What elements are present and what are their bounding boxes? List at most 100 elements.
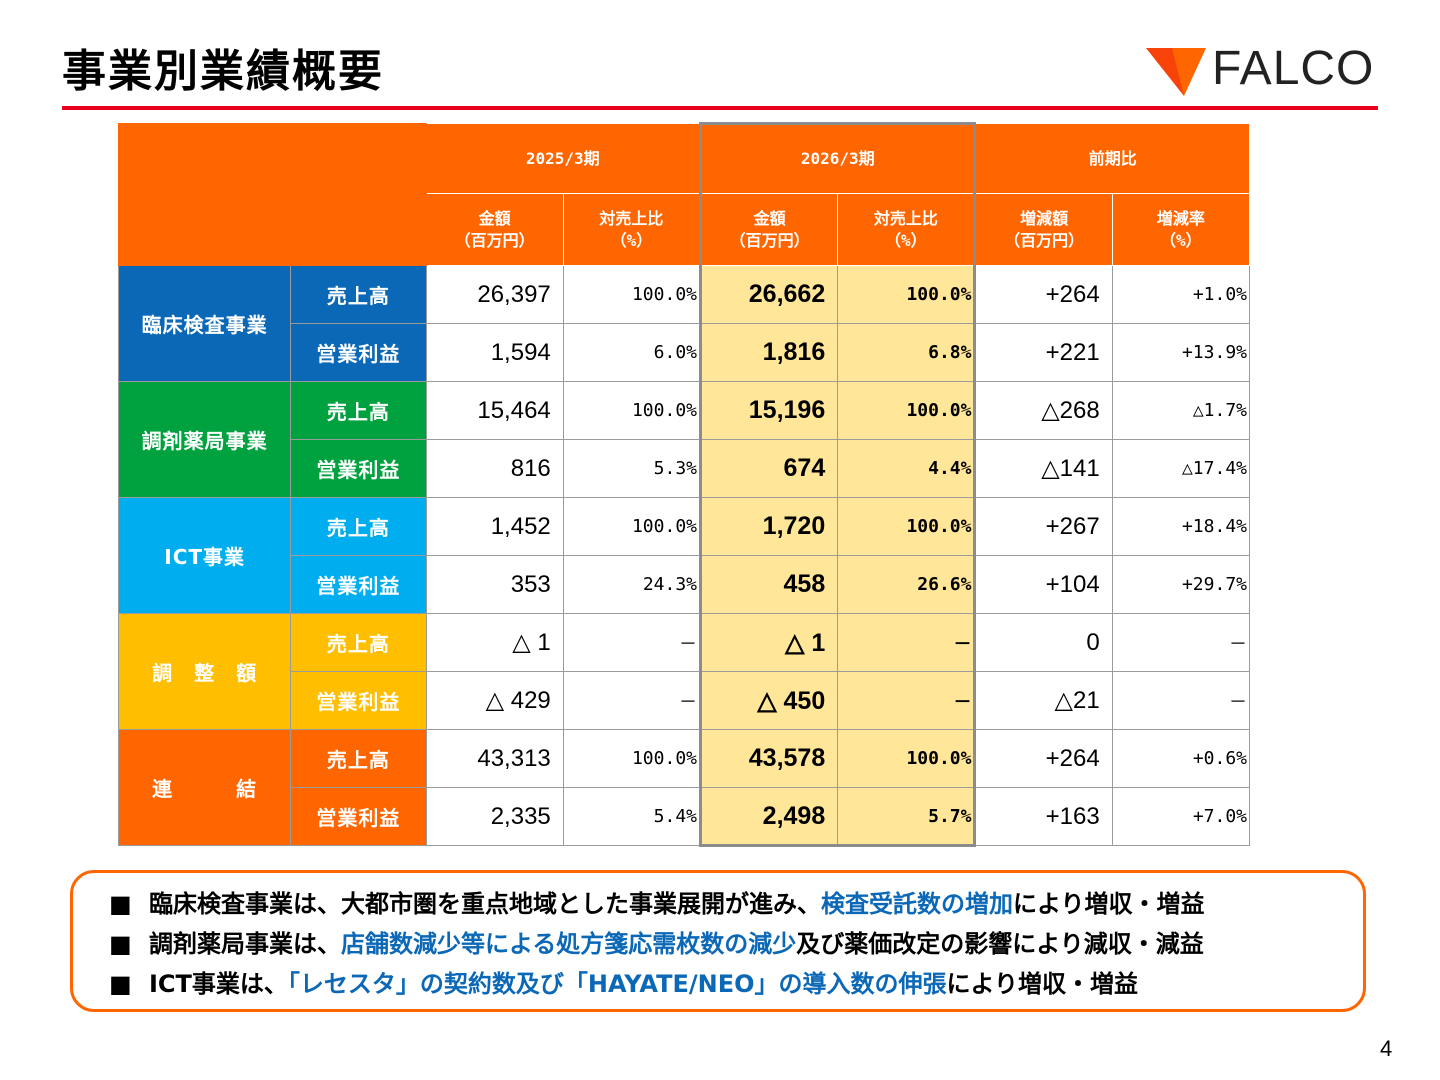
ratio-2025: －	[562, 671, 702, 730]
header-unit: （百万円）	[1004, 230, 1085, 250]
amount-2025: 353	[425, 555, 564, 614]
ratio-2025: 100.0%	[562, 381, 702, 440]
header-period-2026: 2026/3期	[698, 122, 977, 194]
ratio-2025: 100.0%	[562, 729, 702, 788]
change-amount: +267	[974, 497, 1113, 556]
header-unit: （百万円）	[454, 230, 535, 250]
summary-text: により増収・増益	[946, 970, 1139, 998]
ratio-2026: 4.4%	[837, 439, 977, 498]
ratio-2026: －	[837, 613, 977, 672]
summary-line: ■ 臨床検査事業は、大都市圏を重点地域とした事業展開が進み、検査受託数の増加により…	[109, 887, 1205, 921]
change-amount: +264	[974, 729, 1113, 788]
summary-text: 臨床検査事業は、大都市圏を重点地域とした事業展開が進み、	[149, 890, 821, 918]
amount-2025: △ 429	[425, 671, 564, 730]
summary-text: 及び薬価改定の影響により減収・減益	[796, 930, 1204, 958]
row-item-label: 営業利益	[290, 439, 427, 498]
change-amount: +104	[974, 555, 1113, 614]
row-item-label: 営業利益	[290, 555, 427, 614]
table-row: ICT事業 売上高 1,452 100.0% 1,720 100.0% +267 +18.4%	[117, 497, 1251, 614]
ratio-2026: 6.8%	[837, 323, 977, 382]
summary-box: ■ 臨床検査事業は、大都市圏を重点地域とした事業展開が進み、検査受託数の増加により…	[70, 870, 1366, 1012]
table-row: 臨床検査事業 売上高 26,397 100.0% 26,662 100.0% +264 +1.…	[117, 265, 1251, 382]
falco-logo: FALCO	[1144, 44, 1373, 100]
amount-2026: △ 450	[698, 671, 839, 730]
amount-2025: 43,313	[425, 729, 564, 788]
ratio-2026: 100.0%	[837, 497, 977, 556]
amount-2026: 15,196	[698, 381, 839, 440]
bullet-square-icon: ■	[109, 970, 132, 998]
summary-highlight: 店舗数減少等による処方箋応需枚数の減少	[341, 930, 797, 958]
header-unit: （%）	[1160, 230, 1202, 250]
amount-2025: 1,594	[425, 323, 564, 382]
ratio-2026: 100.0%	[837, 265, 977, 324]
amount-2025: 2,335	[425, 787, 564, 846]
header-unit: （%）	[610, 230, 653, 250]
amount-2026: 2,498	[698, 787, 839, 847]
ratio-2026: 100.0%	[837, 729, 977, 788]
summary-line: ■ ICT事業は、「レセスタ」の契約数及び「HAYATE/NEO」の導入数の伸張に…	[109, 967, 1138, 1001]
change-amount: +264	[974, 265, 1113, 324]
header-label: 金額	[753, 208, 786, 228]
header-ratio-2026: 対売上比 （%）	[837, 193, 977, 266]
row-item-label: 営業利益	[290, 787, 427, 846]
segment-name: 連 結	[117, 729, 292, 846]
summary-highlight: 検査受託数の増加	[821, 890, 1013, 918]
header-corner	[118, 123, 427, 266]
bullet-square-icon: ■	[109, 890, 132, 918]
header-yoy: 前期比	[974, 123, 1250, 194]
amount-2026: △ 1	[698, 613, 839, 672]
ratio-2025: 100.0%	[562, 497, 702, 556]
row-item-label: 営業利益	[290, 671, 427, 730]
ratio-2025: 6.0%	[562, 323, 702, 382]
performance-table: 2025/3期 2026/3期 前期比 金額 （百万円） 対売上比 （%） 金額 （百…	[117, 122, 1251, 847]
header-label: 増減率	[1156, 208, 1205, 228]
segment-name: 臨床検査事業	[117, 265, 292, 382]
summary-line: ■ 調剤薬局事業は、店舗数減少等による処方箋応需枚数の減少及び薬価改定の影響により…	[109, 927, 1204, 961]
change-rate: +0.6%	[1111, 729, 1251, 788]
ratio-2026: －	[837, 671, 977, 730]
ratio-2025: 5.4%	[562, 787, 702, 846]
table-row: 営業利益 1,594 6.0% 1,816 6.8% +221 +13.9%	[119, 323, 1251, 382]
header-change: 増減額 （百万円）	[974, 193, 1113, 266]
change-rate: +29.7%	[1111, 555, 1251, 614]
row-item-label: 売上高	[290, 265, 427, 324]
table-row: 営業利益 2,335 5.4% 2,498 5.7% +163 +7.0%	[119, 787, 1251, 847]
amount-2025: 26,397	[425, 265, 564, 324]
row-item-label: 売上高	[290, 729, 427, 788]
row-item-label: 売上高	[290, 381, 427, 440]
change-rate: △17.4%	[1111, 439, 1251, 498]
amount-2026: 1,720	[698, 497, 839, 556]
change-rate: －	[1111, 613, 1251, 672]
header-label: 増減額	[1020, 208, 1069, 228]
header-label: 金額	[478, 208, 511, 228]
amount-2025: 15,464	[425, 381, 564, 440]
table-row: 営業利益 △ 429 － △ 450 － △21 －	[119, 671, 1251, 730]
change-amount: △21	[974, 671, 1113, 730]
header-label: 対売上比	[873, 208, 938, 228]
change-amount: +221	[974, 323, 1113, 382]
title-rule	[62, 106, 1378, 110]
amount-2025: 1,452	[425, 497, 564, 556]
amount-2026: 43,578	[698, 729, 839, 788]
change-amount: 0	[974, 613, 1113, 672]
table-row: 調剤薬局事業 売上高 15,464 100.0% 15,196 100.0% △268 △1.…	[117, 381, 1251, 498]
ratio-2025: 24.3%	[562, 555, 702, 614]
page-number: 4	[1380, 1036, 1393, 1061]
table-row: 調 整 額売上高 △ 1 － △ 1 － 0 －	[117, 613, 1251, 730]
ratio-2025: －	[562, 613, 702, 672]
summary-text: 調剤薬局事業は、	[149, 930, 341, 958]
change-rate: +1.0%	[1111, 265, 1251, 324]
ratio-2026: 5.7%	[837, 787, 977, 847]
page-title: 事業別業績概要	[62, 46, 384, 97]
change-rate: +13.9%	[1111, 323, 1251, 382]
summary-text: ICT事業は、	[149, 970, 288, 998]
change-amount: △141	[974, 439, 1113, 498]
change-amount: +163	[974, 787, 1113, 846]
change-rate: +7.0%	[1111, 787, 1251, 846]
change-amount: △268	[974, 381, 1113, 440]
header-unit: （百万円）	[729, 230, 810, 250]
amount-2026: 26,662	[698, 265, 839, 324]
ratio-2025: 5.3%	[562, 439, 702, 498]
falco-logo-text: FALCO	[1212, 42, 1375, 95]
row-item-label: 売上高	[290, 613, 427, 672]
